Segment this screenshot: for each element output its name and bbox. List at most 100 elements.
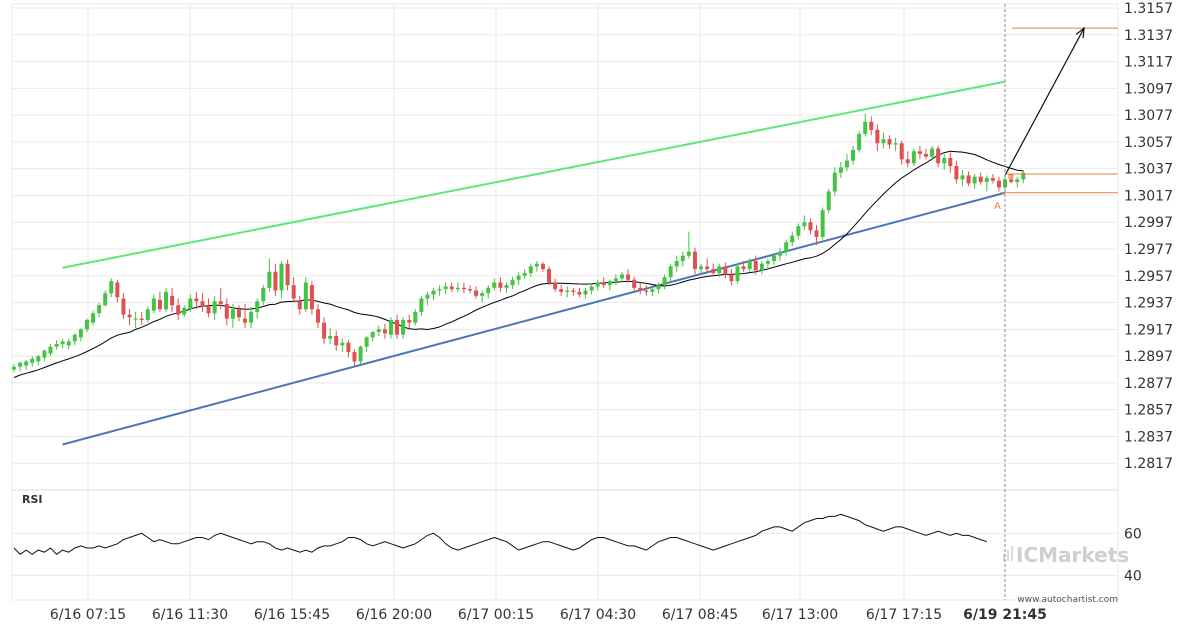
candle-bearish [996, 180, 1001, 188]
candle-bearish [461, 287, 466, 290]
candle-bullish [826, 191, 831, 211]
candle-bullish [84, 319, 89, 330]
pattern-point-label: A [994, 201, 1001, 212]
lower-channel-line [62, 191, 1006, 446]
candle-bullish [42, 350, 47, 358]
candle-bullish [97, 305, 102, 314]
candle-bearish [638, 287, 643, 291]
candle-bullish [1003, 179, 1008, 188]
current-price-marker [1008, 174, 1014, 179]
candle-bullish [778, 251, 783, 256]
candle-bullish [565, 290, 570, 292]
candle-bearish [924, 153, 928, 157]
candle-bullish [364, 337, 369, 347]
candle-bearish [741, 266, 746, 270]
candle-bullish [930, 148, 935, 157]
price-tick-label: 1.2817 [1124, 456, 1173, 472]
candle-bullish [650, 289, 655, 292]
candle-bullish [686, 251, 691, 256]
candle-bullish [109, 281, 114, 294]
candle-bullish [151, 298, 156, 311]
time-tick-label: 6/17 00:15 [458, 607, 534, 623]
candle-bullish [255, 301, 260, 312]
candle-bearish [243, 318, 248, 323]
candle-bearish [577, 291, 582, 295]
candle-bullish [145, 309, 150, 320]
candle-bullish [212, 301, 217, 314]
watermark-url: www.autochartist.com [1017, 595, 1118, 605]
candle-bullish [303, 282, 308, 310]
price-tick-label: 1.3077 [1124, 108, 1173, 124]
candle-bullish [765, 261, 770, 264]
candle-bullish [911, 151, 916, 164]
current-time-label: 6/19 21:45 [963, 607, 1047, 623]
logo-markets: Markets [1038, 543, 1129, 567]
candle-bullish [60, 341, 65, 345]
price-tick-label: 1.3057 [1124, 135, 1173, 151]
candle-bullish [261, 287, 266, 302]
icmarkets-logo-text: ICMarkets [1016, 543, 1129, 567]
time-tick-label: 6/16 20:00 [356, 607, 432, 623]
candle-bearish [905, 159, 910, 164]
candle-bullish [607, 281, 612, 286]
time-tick-label: 6/17 13:00 [762, 607, 838, 623]
candle-bullish [413, 311, 418, 323]
candle-bullish [103, 293, 108, 306]
candle-bearish [200, 301, 205, 307]
candle-bearish [887, 139, 892, 145]
candle-bullish [492, 282, 497, 288]
candle-bullish [455, 287, 460, 290]
candle-bearish [309, 285, 314, 310]
candle-bearish [553, 282, 558, 290]
upper-channel-line [62, 80, 1006, 269]
candle-bullish [133, 318, 138, 320]
time-tick-label: 6/17 04:30 [560, 607, 636, 623]
candle-bearish [723, 266, 728, 275]
candle-bullish [91, 313, 96, 323]
plot-frame [11, 3, 1119, 601]
candle-bullish [164, 291, 168, 310]
candle-bearish [322, 322, 327, 339]
candle-bullish [30, 358, 35, 363]
candle-bullish [182, 307, 187, 315]
candle-bearish [644, 290, 649, 292]
price-tick-label: 1.3117 [1124, 55, 1173, 71]
candle-bullish [863, 121, 868, 134]
candle-bearish [297, 301, 302, 310]
candle-bullish [388, 319, 393, 335]
candle-bearish [540, 263, 545, 270]
candle-bearish [157, 299, 162, 310]
candle-bearish [808, 222, 813, 231]
rsi-panel: RSI [13, 493, 987, 555]
candle-bullish [12, 366, 16, 370]
candle-bullish [18, 362, 23, 367]
moving-average [13, 150, 1024, 378]
candle-bullish [504, 285, 509, 288]
candle-bullish [759, 263, 764, 271]
candle-bearish [382, 329, 387, 334]
price-tick-label: 1.2877 [1124, 376, 1173, 392]
candle-bearish [875, 129, 880, 144]
candle-bullish [942, 157, 947, 164]
candle-bearish [711, 269, 716, 274]
price-tick-label: 1.3097 [1124, 81, 1173, 97]
candle-bullish [589, 286, 594, 291]
candle-bearish [218, 301, 223, 304]
candle-bullish [656, 285, 661, 290]
candle-bullish [370, 332, 375, 338]
candle-bullish [249, 311, 254, 323]
price-tick-label: 1.2977 [1124, 242, 1173, 258]
price-tick-label: 1.2897 [1124, 349, 1173, 365]
candle-bearish [316, 309, 320, 323]
candle-bullish [188, 298, 193, 310]
icmarkets-watermark: ICMarkets [1003, 543, 1129, 567]
candle-bearish [954, 165, 959, 180]
candle-bearish [176, 305, 181, 315]
candle-bullish [851, 149, 856, 161]
candle-bearish [273, 271, 278, 291]
candle-bullish [419, 298, 424, 312]
candle-bullish [747, 261, 752, 270]
candle-bullish [857, 133, 862, 150]
candle-bullish [66, 341, 71, 346]
